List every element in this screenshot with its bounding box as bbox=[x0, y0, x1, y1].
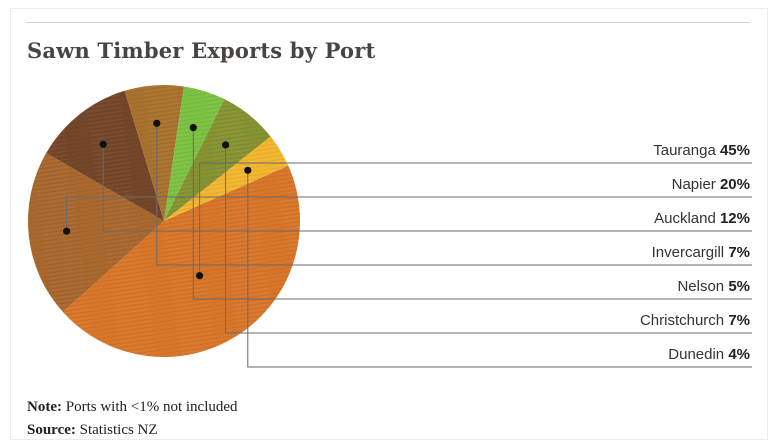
chart-frame bbox=[10, 8, 768, 440]
legend-label-tauranga: Tauranga 45% bbox=[653, 142, 750, 159]
legend-label-auckland: Auckland 12% bbox=[654, 210, 750, 227]
leader-line-auckland bbox=[102, 144, 752, 232]
legend-value-auckland: 12% bbox=[720, 210, 750, 227]
legend-label-nelson: Nelson 5% bbox=[677, 278, 750, 295]
legend-label-invercargill: Invercargill 7% bbox=[652, 244, 750, 261]
legend-value-dunedin: 4% bbox=[728, 346, 750, 363]
note-line: Note: Ports with <1% not included bbox=[27, 396, 238, 419]
slice-texture-invercargill bbox=[124, 84, 184, 221]
legend-value-christchurch: 7% bbox=[728, 312, 750, 329]
legend-name-tauranga: Tauranga bbox=[653, 142, 720, 159]
leader-line-dunedin bbox=[247, 170, 752, 368]
legend-value-nelson: 5% bbox=[728, 278, 750, 295]
legend-name-napier: Napier bbox=[672, 176, 720, 193]
source-text: Statistics NZ bbox=[79, 422, 158, 438]
slice-marker-nelson bbox=[189, 124, 197, 132]
legend-name-christchurch: Christchurch bbox=[640, 312, 728, 329]
slice-texture-napier bbox=[27, 153, 164, 312]
legend-value-invercargill: 7% bbox=[728, 244, 750, 261]
leader-line-invercargill bbox=[156, 123, 752, 266]
slice-texture-auckland bbox=[46, 90, 164, 221]
slice-texture-dunedin bbox=[164, 136, 289, 221]
legend-name-invercargill: Invercargill bbox=[652, 244, 729, 261]
legend-value-tauranga: 45% bbox=[720, 142, 750, 159]
slice-marker-invercargill bbox=[153, 119, 161, 127]
legend-label-napier: Napier 20% bbox=[672, 176, 750, 193]
leader-line-tauranga bbox=[199, 162, 752, 276]
legend-label-dunedin: Dunedin 4% bbox=[668, 346, 750, 363]
footnote: Note: Ports with <1% not included Source… bbox=[27, 396, 238, 442]
note-text: Ports with <1% not included bbox=[65, 399, 238, 415]
slice-marker-dunedin bbox=[244, 166, 252, 174]
legend-value-napier: 20% bbox=[720, 176, 750, 193]
legend-name-auckland: Auckland bbox=[654, 210, 720, 227]
slice-texture-christchurch bbox=[164, 99, 271, 221]
legend-name-dunedin: Dunedin bbox=[668, 346, 728, 363]
source-line: Source: Statistics NZ bbox=[27, 419, 238, 442]
note-label: Note: bbox=[27, 399, 62, 415]
slice-texture-tauranga bbox=[62, 165, 300, 358]
slice-marker-tauranga bbox=[196, 272, 204, 280]
slice-marker-christchurch bbox=[222, 141, 230, 149]
leader-line-christchurch bbox=[225, 144, 752, 334]
source-label: Source: bbox=[27, 422, 76, 438]
leader-line-nelson bbox=[192, 127, 752, 300]
slice-marker-auckland bbox=[99, 140, 107, 148]
chart-title: Sawn Timber Exports by Port bbox=[27, 38, 376, 63]
leader-line-napier bbox=[66, 196, 752, 232]
slice-texture-nelson bbox=[164, 86, 225, 222]
slice-marker-napier bbox=[63, 227, 71, 235]
legend-name-nelson: Nelson bbox=[677, 278, 728, 295]
legend-label-christchurch: Christchurch 7% bbox=[640, 312, 750, 329]
top-divider bbox=[26, 22, 750, 23]
